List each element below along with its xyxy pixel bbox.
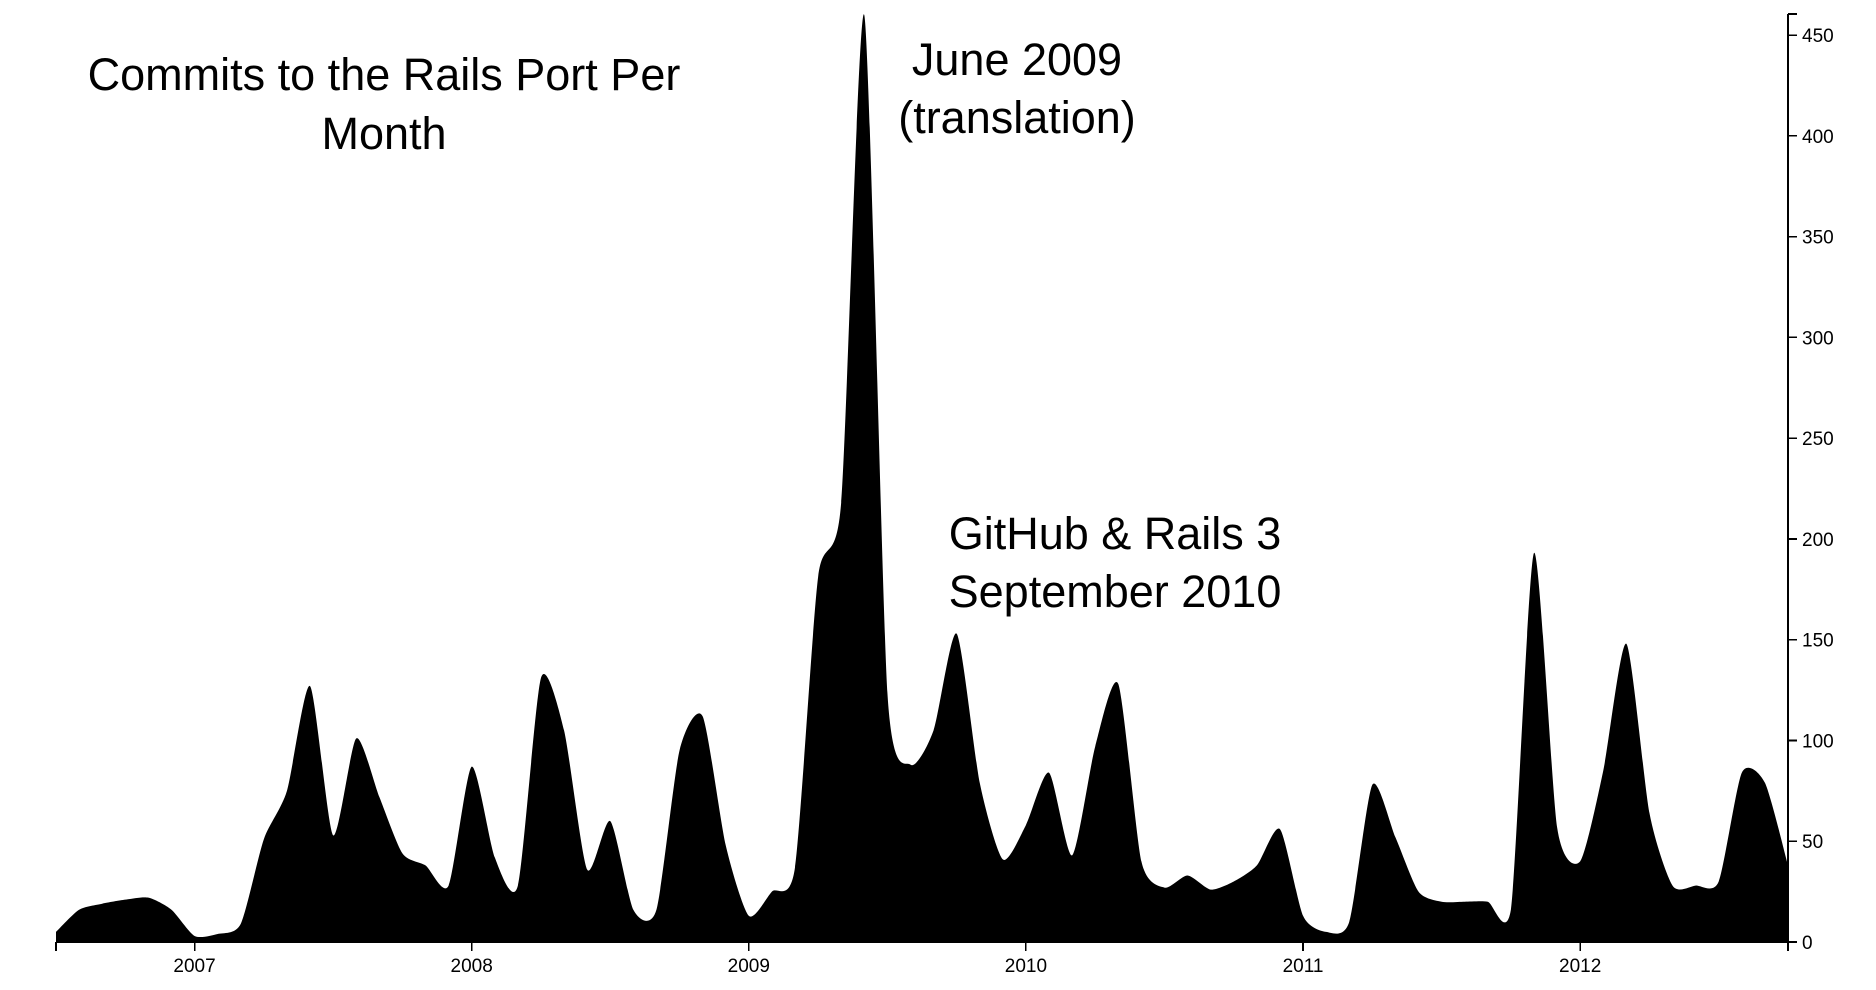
x-tick-label-2009: 2009 bbox=[728, 956, 770, 977]
chart-title-line-2: Month bbox=[321, 108, 446, 159]
y-tick-label-200: 200 bbox=[1802, 530, 1834, 551]
commits-area bbox=[56, 14, 1788, 942]
y-tick-label-150: 150 bbox=[1802, 631, 1834, 652]
x-tick-label-2008: 2008 bbox=[451, 956, 493, 977]
x-tick-label-2011: 2011 bbox=[1283, 956, 1324, 977]
annotation-github-rails-line-2: September 2010 bbox=[949, 566, 1282, 617]
chart-title-line-1: Commits to the Rails Port Per bbox=[88, 49, 681, 100]
x-axis: 2007 2008 2009 2010 2011 2012 bbox=[55, 941, 1789, 977]
y-tick-label-450: 450 bbox=[1802, 26, 1834, 47]
annotation-june-2009-line-2: (translation) bbox=[898, 92, 1136, 143]
y-tick-label-100: 100 bbox=[1802, 731, 1834, 752]
x-tick-label-2007: 2007 bbox=[173, 956, 215, 977]
x-tick-label-2012: 2012 bbox=[1559, 956, 1601, 977]
y-tick-label-400: 400 bbox=[1802, 127, 1834, 148]
area-series bbox=[56, 14, 1788, 942]
y-tick-label-300: 300 bbox=[1802, 328, 1834, 349]
annotation-github-rails-line-1: GitHub & Rails 3 bbox=[949, 508, 1282, 559]
y-tick-label-0: 0 bbox=[1802, 933, 1813, 954]
y-tick-label-250: 250 bbox=[1802, 429, 1834, 450]
x-tick-label-2010: 2010 bbox=[1005, 956, 1047, 977]
annotation-june-2009-line-1: June 2009 bbox=[912, 34, 1122, 85]
y-tick-label-50: 50 bbox=[1802, 832, 1823, 853]
y-tick-label-350: 350 bbox=[1802, 228, 1834, 249]
y-axis: 0 50 100 150 200 250 300 350 400 450 bbox=[1787, 13, 1834, 954]
